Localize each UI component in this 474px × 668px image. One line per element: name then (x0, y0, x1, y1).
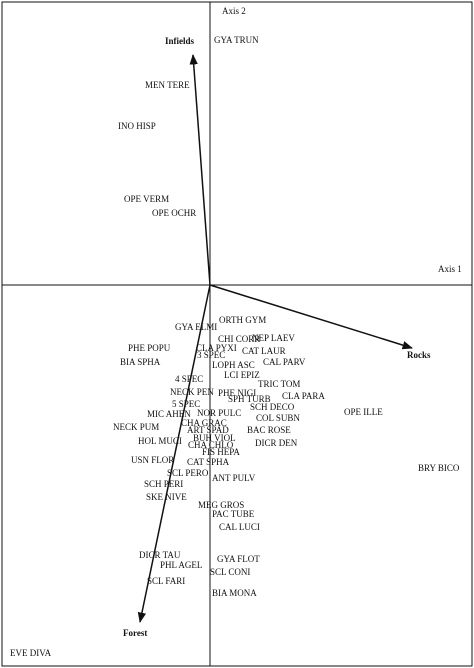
species-label: FIS HEPA (202, 447, 240, 457)
species-label: CHA CHLO (188, 440, 234, 450)
species-label: SCH DECO (250, 402, 295, 412)
species-label: CLA PYXI (196, 343, 237, 353)
species-label: LCI EPIZ (224, 370, 260, 380)
species-label: USN FLOR (131, 455, 174, 465)
species-label: BAC ROSE (247, 425, 291, 435)
species-label: 3 SPEC (197, 350, 225, 360)
species-label: COL SUBN (256, 413, 300, 423)
species-label: SPH TURB (228, 394, 271, 404)
species-label: CHA GRAC (181, 418, 227, 428)
species-label: PHL AGEL (160, 560, 202, 570)
species-label: SCH PERI (144, 479, 183, 489)
species-label: OPE ILLE (344, 407, 383, 417)
species-label: OPE VERM (124, 194, 169, 204)
species-label: CAT SPHA (187, 457, 230, 467)
species-label: CLA PARA (282, 391, 325, 401)
y-axis-label: Axis 2 (222, 6, 246, 16)
species-label: NECK PUM (113, 422, 159, 432)
species-label: HOL MUCI (138, 436, 182, 446)
species-label: NOR PULC (197, 408, 241, 418)
x-axis-label: Axis 1 (438, 264, 462, 274)
arrow-label: Rocks (407, 350, 431, 360)
species-label: DICR DEN (255, 438, 298, 448)
species-label: ART SPAD (187, 425, 229, 435)
species-label: GYA TRUN (214, 35, 259, 45)
species-label: CAT LAUR (242, 346, 286, 356)
species-label: CHI CORR (218, 334, 260, 344)
species-label: PHE NIGI (218, 388, 256, 398)
species-label: SCL FARI (147, 576, 185, 586)
species-label: ANT PULV (212, 473, 256, 483)
species-label: EVE DIVA (10, 648, 52, 658)
env-arrow (137, 284, 211, 624)
env-arrow (209, 284, 414, 350)
species-label: 4 SPEC (175, 374, 203, 384)
species-label: INO HISP (118, 121, 156, 131)
species-label: OPE OCHR (152, 208, 196, 218)
species-label: NEP LAEV (252, 333, 295, 343)
species-label: BIA SPHA (120, 357, 161, 367)
species-label: SCL CONI (210, 567, 250, 577)
species-label: PAC TUBE (212, 509, 255, 519)
species-label: MEG GROS (198, 500, 244, 510)
species-label: BRY BICO (418, 463, 460, 473)
species-label: ORTH GYM (219, 315, 266, 325)
species-label: NECK PEN (170, 387, 214, 397)
arrow-label: Infields (165, 36, 195, 46)
species-label: GYA ELMI (175, 322, 217, 332)
species-label: CAL LUCI (219, 522, 260, 532)
species-label: MEN TERE (145, 80, 190, 90)
species-label: TRIC TOM (258, 379, 300, 389)
species-label: MIC AHEN (147, 409, 191, 419)
species-label: GYA FLOT (217, 554, 260, 564)
species-label: LOPH ASC (212, 360, 255, 370)
species-label: SCL PERO (167, 468, 209, 478)
species-label: 5 SPEC (172, 399, 200, 409)
species-label: CAL PARV (263, 357, 306, 367)
species-label: PHE POPU (128, 343, 171, 353)
env-arrow (189, 53, 211, 286)
arrow-label: Forest (123, 628, 147, 638)
species-label: DICR TAU (139, 550, 181, 560)
species-label: BIA MONA (212, 588, 257, 598)
species-label: BUH VIOL (193, 433, 236, 443)
